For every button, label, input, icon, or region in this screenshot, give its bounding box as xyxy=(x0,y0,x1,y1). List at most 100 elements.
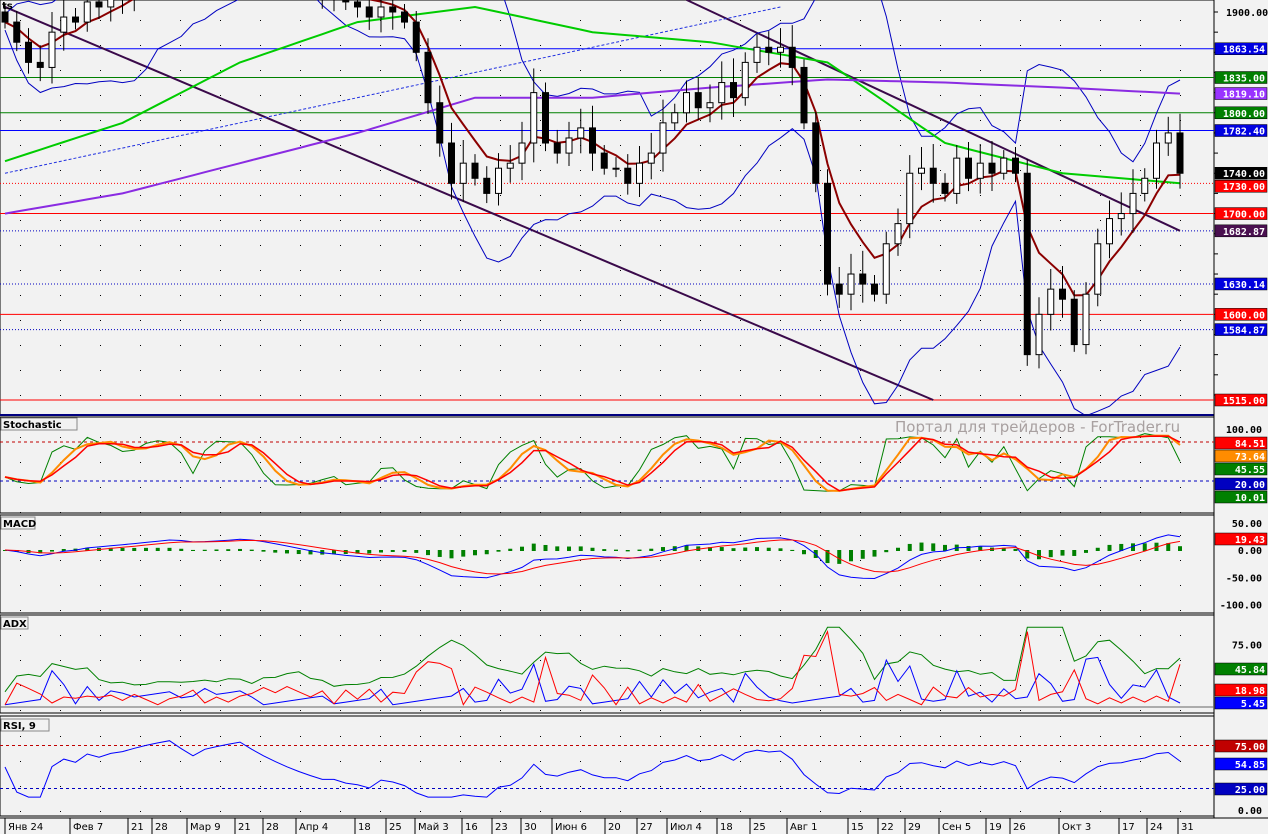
grid-dot xyxy=(60,220,61,221)
stoch-label: 73.64 xyxy=(1235,452,1265,463)
grid-dot xyxy=(1180,320,1181,321)
grid-dot xyxy=(900,295,901,296)
grid-dot xyxy=(900,170,901,171)
grid-dot xyxy=(580,45,581,46)
grid-dot xyxy=(980,20,981,21)
grid-dot xyxy=(780,95,781,96)
grid-dot xyxy=(180,560,181,561)
rsi-label: 25.00 xyxy=(1235,785,1265,796)
grid-dot xyxy=(60,170,61,171)
grid-dot xyxy=(740,345,741,346)
grid-dot xyxy=(20,535,21,536)
grid-dot xyxy=(900,462,901,463)
grid-dot xyxy=(820,295,821,296)
grid-dot xyxy=(1060,345,1061,346)
grid-dot xyxy=(1180,20,1181,21)
candle-body xyxy=(894,223,902,245)
grid-dot xyxy=(20,320,21,321)
grid-dot xyxy=(700,245,701,246)
grid-dot xyxy=(1140,585,1141,586)
grid-dot xyxy=(540,660,541,661)
grid-dot xyxy=(1060,487,1061,488)
candle-body xyxy=(530,92,538,144)
grid-dot xyxy=(700,320,701,321)
grid-dot xyxy=(460,437,461,438)
grid-dot xyxy=(220,660,221,661)
grid-dot xyxy=(20,585,21,586)
candle-body xyxy=(471,162,479,179)
candle-body xyxy=(495,167,502,194)
grid-dot xyxy=(740,395,741,396)
candle-body xyxy=(706,102,714,109)
candle-body xyxy=(1129,192,1137,215)
grid-dot xyxy=(980,761,981,762)
grid-dot xyxy=(420,70,421,71)
grid-dot xyxy=(940,270,941,271)
grid-dot xyxy=(100,487,101,488)
stoch-label-bg xyxy=(1214,436,1268,450)
grid-dot xyxy=(1100,45,1101,46)
grid-dot xyxy=(1060,761,1061,762)
minus-di-line xyxy=(4,629,1181,706)
grid-dot xyxy=(300,70,301,71)
grid-dot xyxy=(860,560,861,561)
grid-dot xyxy=(100,45,101,46)
candle-body xyxy=(1035,313,1043,356)
grid-dot xyxy=(700,811,701,812)
panel-frame xyxy=(0,514,1215,614)
grid-dot xyxy=(1140,710,1141,711)
grid-dot xyxy=(140,345,141,346)
grid-dot xyxy=(20,811,21,812)
grid-dot xyxy=(300,710,301,711)
candle-body xyxy=(401,11,408,23)
date-label: Сен 5 xyxy=(942,822,971,833)
grid-dot xyxy=(1180,660,1181,661)
grid-dot xyxy=(420,145,421,146)
grid-dot xyxy=(900,560,901,561)
grid-dot xyxy=(140,462,141,463)
grid-dot xyxy=(980,535,981,536)
grid-dot xyxy=(1020,811,1021,812)
date-label: 21 xyxy=(131,822,144,833)
grid-dot xyxy=(220,736,221,737)
grid-dot xyxy=(580,395,581,396)
grid-dot xyxy=(460,610,461,611)
candle-body xyxy=(107,0,115,8)
grid-dot xyxy=(20,370,21,371)
grid-dot xyxy=(220,560,221,561)
grid-dot xyxy=(540,320,541,321)
grid-dot xyxy=(940,786,941,787)
grid-dot xyxy=(420,320,421,321)
grid-dot xyxy=(1020,660,1021,661)
grid-dot xyxy=(100,585,101,586)
grid-dot xyxy=(20,560,21,561)
grid-dot xyxy=(180,585,181,586)
grid-dot xyxy=(780,710,781,711)
macd-histogram-bar xyxy=(379,550,383,553)
grid-dot xyxy=(1140,295,1141,296)
grid-dot xyxy=(540,220,541,221)
grid-dot xyxy=(20,512,21,513)
grid-dot xyxy=(1100,145,1101,146)
grid-dot xyxy=(820,370,821,371)
grid-dot xyxy=(100,120,101,121)
grid-dot xyxy=(420,585,421,586)
grid-dot xyxy=(340,345,341,346)
macd-histogram-bar xyxy=(1072,550,1077,556)
grid-dot xyxy=(340,95,341,96)
adx-label: 45.84 xyxy=(1235,665,1265,676)
grid-dot xyxy=(1020,560,1021,561)
grid-dot xyxy=(820,320,821,321)
grid-dot xyxy=(980,345,981,346)
grid-dot xyxy=(820,786,821,787)
grid-dot xyxy=(300,270,301,271)
grid-dot xyxy=(740,610,741,611)
grid-dot xyxy=(140,45,141,46)
grid-dot xyxy=(460,736,461,737)
macd-histogram-bar xyxy=(179,548,184,551)
macd-histogram-bar xyxy=(120,547,125,551)
grid-dot xyxy=(340,585,341,586)
grid-dot xyxy=(420,120,421,121)
grid-dot xyxy=(700,585,701,586)
